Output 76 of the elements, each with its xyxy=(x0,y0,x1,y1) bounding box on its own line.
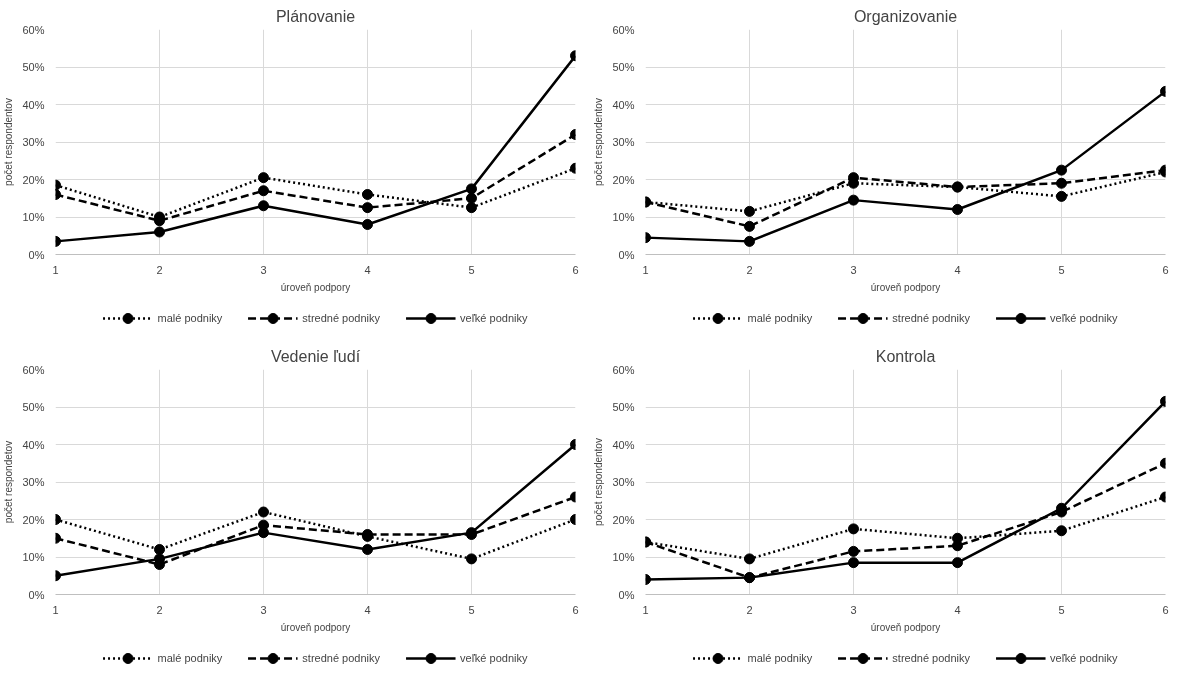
legend-label: stredné podniky xyxy=(302,311,381,324)
x-tick-label: 6 xyxy=(1162,263,1169,276)
x-tick-label: 2 xyxy=(156,263,163,276)
x-tick-label: 5 xyxy=(1058,263,1065,276)
x-axis-title: úroveň podpory xyxy=(280,281,351,293)
x-axis-title: úroveň podpory xyxy=(870,621,941,633)
y-tick-label: 40% xyxy=(22,438,45,451)
x-tick-label: 3 xyxy=(850,603,857,616)
legend-label: veľké podniky xyxy=(1050,651,1118,664)
y-tick-label: 0% xyxy=(618,248,635,261)
y-tick-label: 10% xyxy=(612,551,635,563)
y-tick-label: 50% xyxy=(612,61,635,73)
x-tick-label: 4 xyxy=(364,603,371,616)
legend-label: veľké podniky xyxy=(460,311,528,324)
y-tick-label: 20% xyxy=(612,513,635,526)
legend-label: stredné podniky xyxy=(892,651,971,664)
y-tick-label: 0% xyxy=(28,248,45,261)
x-tick-label: 1 xyxy=(642,603,649,616)
y-tick-label: 60% xyxy=(612,23,635,36)
x-tick-label: 1 xyxy=(52,603,59,616)
x-tick-label: 4 xyxy=(954,603,961,616)
chart-title: Plánovanie xyxy=(275,7,356,25)
y-tick-label: 40% xyxy=(22,98,45,111)
x-tick-label: 3 xyxy=(260,603,267,616)
y-tick-label: 40% xyxy=(612,438,635,451)
y-tick-label: 10% xyxy=(612,211,635,223)
x-tick-label: 5 xyxy=(468,263,475,276)
y-tick-label: 60% xyxy=(612,363,635,376)
x-tick-label: 6 xyxy=(572,603,579,616)
y-tick-label: 50% xyxy=(22,61,45,73)
legend-label: malé podniky xyxy=(157,311,223,324)
x-axis-title: úroveň podpory xyxy=(280,621,351,633)
y-tick-label: 60% xyxy=(22,363,45,376)
y-tick-label: 20% xyxy=(22,173,45,186)
legend-label: malé podniky xyxy=(747,651,813,664)
legend-label: stredné podniky xyxy=(302,651,381,664)
x-tick-label: 3 xyxy=(260,263,267,276)
x-axis-title: úroveň podpory xyxy=(870,281,941,293)
x-tick-label: 5 xyxy=(1058,603,1065,616)
x-tick-label: 5 xyxy=(468,603,475,616)
chart-title: Kontrola xyxy=(875,347,936,365)
legend-label: veľké podniky xyxy=(1050,311,1118,324)
y-tick-label: 20% xyxy=(612,173,635,186)
x-tick-label: 2 xyxy=(156,603,163,616)
y-tick-label: 30% xyxy=(22,476,45,488)
y-tick-label: 0% xyxy=(618,588,635,601)
legend-label: veľké podniky xyxy=(460,651,528,664)
x-tick-label: 3 xyxy=(850,263,857,276)
x-tick-label: 4 xyxy=(364,263,371,276)
legend-label: malé podniky xyxy=(157,651,223,664)
x-tick-label: 2 xyxy=(746,263,753,276)
y-tick-label: 20% xyxy=(22,513,45,526)
x-tick-label: 1 xyxy=(642,263,649,276)
x-tick-label: 2 xyxy=(746,603,753,616)
chart-title: Organizovanie xyxy=(853,7,958,25)
y-tick-label: 30% xyxy=(612,476,635,488)
y-tick-label: 0% xyxy=(28,588,45,601)
y-tick-label: 10% xyxy=(22,551,45,563)
y-axis-title: počet respondentov xyxy=(593,98,605,186)
y-tick-label: 60% xyxy=(22,23,45,36)
y-axis-title: počet respondentov xyxy=(593,438,605,526)
x-tick-label: 4 xyxy=(954,263,961,276)
x-tick-label: 6 xyxy=(1162,603,1169,616)
chart-title: Vedenie ľudí xyxy=(270,347,361,365)
y-tick-label: 10% xyxy=(22,211,45,223)
y-axis-title: počet respondetov xyxy=(3,440,15,524)
y-tick-label: 30% xyxy=(612,136,635,148)
y-tick-label: 40% xyxy=(612,98,635,111)
x-tick-label: 6 xyxy=(572,263,579,276)
y-axis-title: počet respondentov xyxy=(3,98,15,186)
y-tick-label: 30% xyxy=(22,136,45,148)
legend-label: stredné podniky xyxy=(892,311,971,324)
y-tick-label: 50% xyxy=(612,401,635,413)
x-tick-label: 1 xyxy=(52,263,59,276)
y-tick-label: 50% xyxy=(22,401,45,413)
legend-label: malé podniky xyxy=(747,311,813,324)
